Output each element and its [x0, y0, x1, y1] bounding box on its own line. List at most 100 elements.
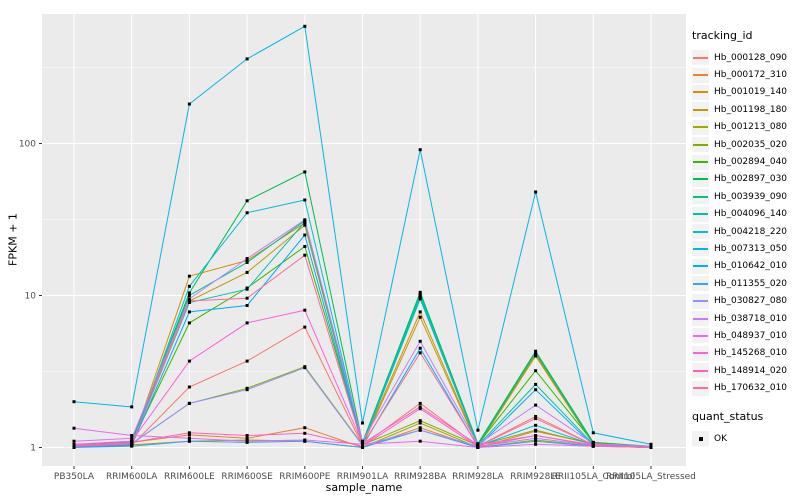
- data-point: [245, 296, 249, 300]
- data-point: [418, 419, 422, 423]
- legend-item-Hb_001213_080: Hb_001213_080: [692, 119, 798, 136]
- data-point: [418, 294, 422, 297]
- legend-key-line: [693, 178, 708, 181]
- data-point: [418, 148, 422, 152]
- data-point: [361, 421, 364, 425]
- legend-key-swatch: [692, 102, 709, 118]
- legend-key-swatch: [692, 241, 709, 257]
- data-point: [130, 434, 134, 437]
- legend-key-line: [693, 387, 708, 390]
- legend-item-quant-OK: OK: [692, 430, 798, 447]
- data-point: [303, 438, 307, 442]
- data-point: [303, 218, 307, 222]
- data-point: [418, 339, 422, 343]
- data-point: [245, 321, 249, 325]
- data-point: [187, 294, 191, 297]
- legend-key-swatch: [692, 171, 709, 187]
- legend-key-line: [693, 56, 708, 59]
- data-point: [245, 287, 249, 291]
- data-point: [534, 351, 538, 355]
- legend-key-line: [693, 195, 708, 198]
- data-point: [649, 442, 653, 446]
- legend-item-label: OK: [714, 433, 727, 444]
- data-point: [303, 245, 307, 248]
- x-tick-label: RRII105LA_Control: [552, 472, 635, 482]
- data-point: [130, 405, 134, 409]
- data-point: [72, 439, 76, 443]
- data-point: [303, 366, 307, 370]
- legend-key-swatch: [692, 84, 709, 100]
- y-tick-label: 100: [19, 140, 36, 150]
- data-point: [534, 382, 538, 386]
- data-point: [361, 443, 364, 447]
- data-point: [591, 443, 595, 447]
- legend-item-Hb_004096_140: Hb_004096_140: [692, 206, 798, 223]
- legend-item-label: Hb_030827_080: [714, 296, 788, 307]
- data-point: [187, 433, 191, 437]
- legend-item-label: Hb_038718_010: [714, 313, 788, 324]
- data-point: [303, 233, 307, 237]
- legend-key-swatch: [692, 137, 709, 153]
- y-axis-title: FPKM + 1: [6, 213, 20, 266]
- legend-key-swatch: [692, 50, 709, 66]
- legend-key-swatch: [692, 154, 709, 170]
- x-tick-label: PB350LA: [54, 472, 95, 482]
- x-axis-title: sample_name: [325, 481, 403, 494]
- data-point: [187, 274, 191, 278]
- data-point: [245, 260, 249, 264]
- data-point: [534, 415, 538, 418]
- data-point: [476, 428, 480, 432]
- data-point: [72, 400, 76, 404]
- legend-item-label: Hb_145268_010: [714, 348, 788, 359]
- data-point: [245, 439, 249, 443]
- data-point: [534, 369, 538, 373]
- legend-tracking-items: Hb_000128_090 Hb_000172_310 Hb_001019_140 H…: [692, 49, 798, 397]
- data-point: [418, 439, 422, 443]
- data-point: [418, 401, 422, 405]
- legend-item-Hb_007313_050: Hb_007313_050: [692, 240, 798, 257]
- data-point: [187, 310, 191, 314]
- data-point: [361, 439, 364, 443]
- data-point: [303, 308, 307, 312]
- legend-title-tracking-id: tracking_id: [692, 29, 753, 42]
- legend-item-label: Hb_000128_090: [714, 52, 788, 63]
- legend-key-line: [693, 334, 708, 337]
- data-point: [534, 403, 538, 407]
- y-tick-label: 10: [25, 292, 37, 302]
- legend-item-Hb_000128_090: Hb_000128_090: [692, 49, 798, 66]
- legend-item-label: Hb_001198_180: [714, 104, 788, 115]
- legend-item-Hb_010642_010: Hb_010642_010: [692, 258, 798, 275]
- y-tick-label: 1: [30, 444, 36, 454]
- legend-item-Hb_170632_010: Hb_170632_010: [692, 379, 798, 396]
- legend-quant-items: OK: [692, 430, 798, 447]
- legend-key-swatch: [692, 67, 709, 83]
- data-point: [187, 284, 191, 288]
- data-point: [418, 297, 422, 301]
- data-point: [245, 270, 249, 274]
- legend-key-line: [693, 352, 708, 355]
- legend-item-Hb_145268_010: Hb_145268_010: [692, 345, 798, 362]
- data-point: [534, 190, 538, 194]
- data-point: [534, 442, 538, 446]
- data-point: [72, 444, 76, 448]
- legend-key-swatch: [692, 206, 709, 222]
- data-point: [187, 401, 191, 405]
- legend-item-Hb_003939_090: Hb_003939_090: [692, 188, 798, 205]
- legend-key-line: [693, 300, 708, 303]
- data-point: [245, 304, 249, 307]
- data-point: [187, 291, 191, 295]
- legend-item-label: Hb_002035_020: [714, 139, 788, 150]
- data-point: [245, 57, 249, 61]
- legend-key-swatch: [692, 224, 709, 240]
- data-point: [303, 223, 307, 227]
- legend-key-line: [693, 317, 708, 320]
- data-point: [303, 198, 307, 202]
- data-point: [476, 444, 480, 448]
- legend-key-line: [693, 282, 708, 285]
- legend-key-line: [693, 161, 708, 164]
- legend-key-swatch: [692, 363, 709, 379]
- data-point: [303, 220, 307, 224]
- legend-item-label: Hb_010642_010: [714, 261, 788, 272]
- legend-item-Hb_011355_020: Hb_011355_020: [692, 275, 798, 292]
- data-point: [187, 102, 191, 106]
